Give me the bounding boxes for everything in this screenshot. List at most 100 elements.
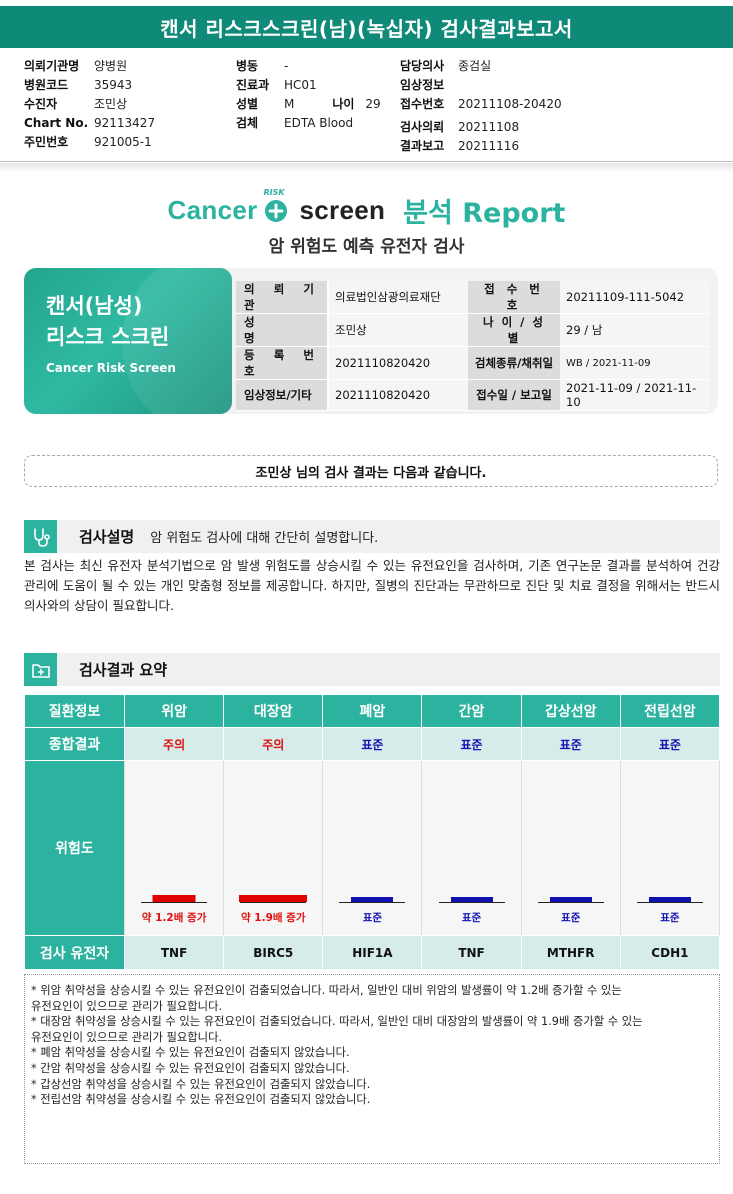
risk-bar: [152, 895, 196, 902]
meta-value: 양병원: [94, 59, 128, 73]
risk-label: 표준: [362, 912, 383, 924]
table-row: 의 뢰 기 관 의료법인삼광의료재단 접 수 번 호 20211109-111-…: [236, 281, 710, 314]
patient-meta: 의뢰기관명 양병원 병원코드 35943 수진자 조민상 Chart No. 92113…: [0, 52, 733, 162]
patient-info-card: 캔서(남성) 리스크 스크린 Cancer Risk Screen 의 뢰 기 …: [24, 268, 718, 414]
disease-name: 전립선암: [619, 694, 721, 728]
result-notes: * 위암 취약성을 상승시킬 수 있는 유전요인이 검출되었습니다. 따라서, …: [24, 974, 720, 1164]
gene-name: TNF: [421, 935, 522, 970]
meta-label: 주민번호: [24, 135, 69, 149]
risk-bar: [648, 897, 691, 902]
report-title: 캔서 리스크스크린(남)(녹십자) 검사결과보고서: [160, 16, 573, 41]
row-label-risk: 위험도: [24, 760, 125, 936]
info-value: 2021110820420: [328, 379, 468, 411]
info-label: 의 뢰 기 관: [236, 281, 329, 314]
risk-label: 표준: [660, 912, 680, 924]
disease-name: 간암: [421, 694, 522, 728]
meta-value: 조민상: [94, 97, 128, 111]
meta-value: HC01: [284, 77, 317, 92]
info-value: WB / 2021-11-09: [560, 346, 710, 380]
row-label-disease: 질환정보: [24, 694, 125, 728]
meta-label: 임상정보: [400, 78, 445, 92]
gene-name: MTHFR: [520, 935, 621, 970]
section-header-summary: 검사결과 요약: [24, 653, 720, 686]
meta-label: 병동: [236, 59, 259, 73]
card-title-1: 캔서(남성): [46, 294, 143, 318]
meta-label: 담당의사: [400, 59, 445, 73]
brand-subtitle: 암 위험도 예측 유전자 검사: [268, 237, 465, 257]
card-title-en: Cancer Risk Screen: [46, 361, 176, 375]
meta-label: 결과보고: [400, 139, 445, 153]
risk-cell: 표준: [322, 760, 423, 936]
card-title-2: 리스크 스크린: [46, 325, 170, 349]
meta-label: 의뢰기관명: [24, 59, 80, 73]
meta-row: 검사의뢰 20211108: [400, 117, 562, 136]
meta-row: 담당의사 종검실: [400, 56, 562, 75]
info-label: 접수일 / 보고일: [468, 379, 560, 411]
info-value: 조민상: [328, 313, 468, 347]
risk-bar: [450, 897, 493, 902]
risk-label: 약 1.9배 증가: [240, 912, 306, 924]
disease-name: 갑상선암: [520, 694, 621, 728]
note-line: * 위암 취약성을 상승시킬 수 있는 유전요인이 검출되었습니다. 따라서, …: [31, 984, 622, 997]
meta-row: 병동 -: [236, 56, 381, 75]
risk-cell: 표준: [619, 760, 721, 936]
risk-label: 표준: [461, 912, 482, 924]
risk-bar: [549, 897, 592, 902]
meta-row: 임상정보: [400, 75, 562, 94]
results-summary-table: 질환정보 위암 대장암 폐암 간암 갑상선암 전립선암 종합결과 주의 주의 표…: [24, 694, 721, 970]
meta-row: 수진자 조민상: [24, 94, 155, 113]
meta-row: 성별 M 나이 29: [236, 94, 381, 113]
stethoscope-icon: [24, 520, 57, 553]
info-label: 나 이 / 성 별: [468, 313, 560, 347]
gene-name: TNF: [123, 935, 225, 970]
note-line: * 폐암 취약성을 상승시킬 수 있는 유전요인이 검출되지 않았습니다.: [31, 1046, 350, 1060]
disease-name: 폐암: [322, 694, 423, 728]
meta-value: 35943: [94, 77, 133, 92]
disease-name: 위암: [123, 694, 225, 728]
info-value: 의료법인삼광의료재단: [328, 281, 468, 314]
brand-logo: Cancer RISK screen 분석 Report: [0, 188, 733, 230]
meta-label: 수진자: [24, 97, 58, 111]
table-row: 질환정보 위암 대장암 폐암 간암 갑상선암 전립선암: [24, 694, 721, 728]
meta-value: 921005-1: [94, 134, 152, 149]
row-label-overall: 종합결과: [24, 727, 125, 761]
overall-result: 표준: [322, 727, 423, 761]
note-line: * 전립선암 취약성을 상승시킬 수 있는 유전요인이 검출되지 않았습니다.: [31, 1093, 371, 1107]
overall-result: 표준: [520, 727, 621, 761]
info-label: 검체종류/채취일: [468, 346, 560, 380]
info-label: 임상정보/기타: [236, 379, 329, 411]
meta-label: Chart No.: [24, 115, 89, 130]
info-value: 2021-11-09 / 2021-11-10: [560, 379, 710, 411]
gene-name: BIRC5: [223, 935, 324, 970]
brand-cancer: Cancer: [167, 194, 258, 225]
info-label: 등 록 번 호: [236, 346, 329, 380]
age-value: 29: [365, 96, 381, 111]
report-title-bar: 캔서 리스크스크린(남)(녹십자) 검사결과보고서: [0, 6, 733, 48]
row-label-gene: 검사 유전자: [24, 935, 125, 970]
meta-column-3: 담당의사 종검실 임상정보 접수번호 20211108-20420 검사의뢰 2021…: [400, 56, 562, 155]
meta-label: 접수번호: [400, 97, 445, 111]
note-line: * 대장암 취약성을 상승시킬 수 있는 유전요인이 검출되었습니다. 따라서,…: [31, 1015, 643, 1029]
meta-column-2: 병동 - 진료과 HC01 성별 M 나이 29 검체 EDTA Blood: [236, 56, 381, 132]
table-row: 종합결과 주의 주의 표준 표준 표준 표준: [24, 727, 721, 761]
meta-label: 검체: [236, 116, 259, 130]
overall-result: 주의: [223, 727, 324, 761]
patient-info-table: 의 뢰 기 관 의료법인삼광의료재단 접 수 번 호 20211109-111-…: [236, 281, 710, 411]
age-label: 나이: [332, 97, 355, 111]
description-paragraph: 본 검사는 최신 유전자 분석기법으로 암 발생 위험도를 상승시킬 수 있는 …: [24, 558, 720, 613]
risk-bar: [239, 895, 308, 902]
meta-label: 검사의뢰: [400, 120, 445, 134]
table-row: 검사 유전자 TNF BIRC5 HIF1A TNF MTHFR CDH1: [24, 935, 721, 970]
overall-result: 표준: [619, 727, 721, 761]
info-label: 접 수 번 호: [468, 281, 560, 314]
banner-text: 조민상 님의 검사 결과는 다음과 같습니다.: [255, 465, 487, 481]
meta-value: -: [284, 58, 289, 73]
table-row: 임상정보/기타 2021110820420 접수일 / 보고일 2021-11-…: [236, 379, 710, 411]
meta-column-1: 의뢰기관명 양병원 병원코드 35943 수진자 조민상 Chart No. 92113…: [24, 56, 155, 151]
meta-row: 검체 EDTA Blood: [236, 113, 381, 132]
risk-label: 표준: [561, 912, 581, 924]
header-shadow: [0, 163, 733, 173]
disease-name: 대장암: [223, 694, 324, 728]
overall-result: 표준: [421, 727, 522, 761]
result-intro-banner: 조민상 님의 검사 결과는 다음과 같습니다.: [24, 455, 718, 487]
